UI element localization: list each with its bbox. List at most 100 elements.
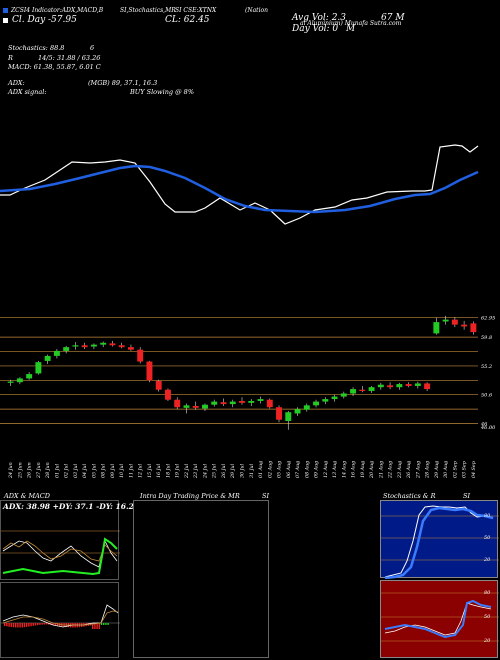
date-axis-label: 27 Jun [36, 462, 42, 479]
date-axis-label: 21 Aug [378, 461, 384, 479]
date-axis-label: 28 Jun [45, 462, 51, 479]
candle-down [451, 319, 458, 325]
date-axis-label: 24 Jun [8, 462, 14, 479]
adx-lines [1, 530, 120, 576]
header-indicator-list: ZCSI4 Indicator:ADX,MACD,B [11, 7, 104, 14]
date-axis-label: 23 Jul [193, 463, 199, 479]
candle-up [183, 405, 190, 408]
date-axis-label: 19 Jul [175, 463, 181, 478]
date-axis-label: 01 Aug [258, 461, 264, 478]
candle-up [414, 383, 421, 386]
candle-up [285, 412, 292, 421]
date-axis-label: 24 Jul [202, 463, 208, 479]
price-gridlines [0, 317, 478, 424]
macd-line [2, 604, 119, 628]
macd-histogram-bar [10, 623, 12, 628]
candles [7, 315, 477, 430]
stochastics-lines [381, 505, 499, 579]
price-axis-label: 46.00 [480, 425, 496, 431]
stoch-level-50: 50 [484, 535, 491, 541]
info-r-label: R [8, 54, 13, 62]
date-axis-label: 14 Aug [341, 461, 347, 478]
header-company-site: al Aluminium) Munafa Sutra.com [300, 20, 402, 27]
candle-down [164, 389, 171, 400]
date-axis-label: 20 Aug [369, 461, 375, 479]
candle-up [229, 401, 236, 405]
header-close: CL: 62.45 [165, 15, 210, 25]
macd-histogram-bar [30, 623, 32, 627]
date-axis-label: 18 Jul [165, 463, 171, 478]
stoch-k-line [384, 505, 494, 578]
date-axis-label: 25 Jun [17, 462, 23, 479]
macd-histogram-bar [54, 623, 56, 626]
info-adx-label: ADX: [8, 79, 25, 87]
candle-down [470, 323, 477, 333]
date-axis-label: 26 Jun [27, 462, 33, 479]
info-adx-signal-value: BUY Slowing @ 8% [130, 88, 194, 96]
date-axis-label: 16 Jul [156, 463, 162, 478]
info-r-value: 14/5: 31.88 / 63.26 [38, 54, 101, 62]
macd-histogram-bar [12, 623, 15, 628]
header-indicator-list-2: SI,Stochastics,MR [120, 7, 176, 14]
date-axis-label: 08 Jul [101, 463, 107, 478]
macd-histogram-bar [96, 623, 98, 629]
date-axis-label: 26 Aug [406, 461, 412, 479]
header-company: (Nation [245, 7, 268, 14]
info-stochastics-val: 6 [90, 44, 95, 52]
candle-down [359, 389, 366, 391]
candle-down [220, 402, 227, 405]
macd-histogram-bar [32, 623, 34, 626]
candle-down [146, 361, 153, 381]
date-axis-label: 30 Jul [240, 463, 246, 478]
candle-up [433, 322, 440, 334]
macd-histogram-bar [17, 623, 19, 628]
macd-histogram-bar [21, 623, 23, 628]
date-axis-label: 07 Aug [295, 461, 301, 478]
sma-line [0, 164, 479, 214]
macd-histogram-bar [26, 623, 28, 627]
macd-histogram-bar [19, 623, 21, 628]
header-ticker: SI CSE:XTNX [175, 7, 217, 14]
rsi-panel: 80 50 20 [380, 580, 499, 658]
date-axis-label: 27 Aug [415, 461, 421, 479]
candle-up [26, 374, 33, 379]
date-axis-label: 29 Jul [230, 463, 236, 479]
legend-price-swatch [3, 18, 8, 23]
candle-up [350, 389, 357, 394]
candle-up [322, 399, 329, 402]
date-axis-label: 12 Jul [138, 463, 144, 478]
date-axis-label: 11 Jul [128, 463, 134, 478]
macd-histogram-bar [98, 623, 100, 629]
date-axis-label: 04 Sep [471, 461, 477, 478]
date-axis-label: 13 Aug [332, 461, 338, 478]
rsi-lines [381, 592, 499, 642]
candle-down [405, 384, 412, 386]
macd-histogram-bar [8, 623, 10, 627]
rsi-level-20: 20 [484, 638, 491, 644]
candle-up [53, 350, 60, 356]
date-axis-label: 29 Aug [434, 461, 440, 479]
macd-histogram-bar [94, 623, 96, 629]
date-axis-label: 08 Aug [304, 461, 310, 478]
date-axis-label: 01 Jul [54, 463, 60, 478]
macd-histogram-bar [6, 623, 8, 627]
stoch-d-line [384, 506, 494, 579]
info-macd: MACD: 61.38, 55.87, 6.01 C [8, 63, 101, 71]
header-day-vol: Day Vol: 0 [292, 24, 339, 34]
date-axis-label: 16 Aug [351, 461, 357, 478]
macd-histogram-bar [48, 623, 50, 625]
candle-down [424, 383, 431, 390]
candle-down [266, 399, 273, 408]
candle-up [44, 355, 51, 361]
candle-up [100, 342, 107, 345]
adx-panel-title: ADX & MACD [4, 492, 50, 500]
adx-readout: ADX: 38.98 +DY: 37.1 -DY: 16.29 [3, 502, 139, 511]
candle-up [63, 347, 70, 351]
date-axis-label: 04 Jul [82, 463, 88, 478]
macd-histogram-bar [92, 623, 94, 629]
macd-histogram-bar [34, 623, 37, 626]
candle-up [248, 400, 255, 403]
date-axis-label: 10 Jul [119, 463, 125, 478]
macd-histogram-bar [41, 623, 43, 625]
